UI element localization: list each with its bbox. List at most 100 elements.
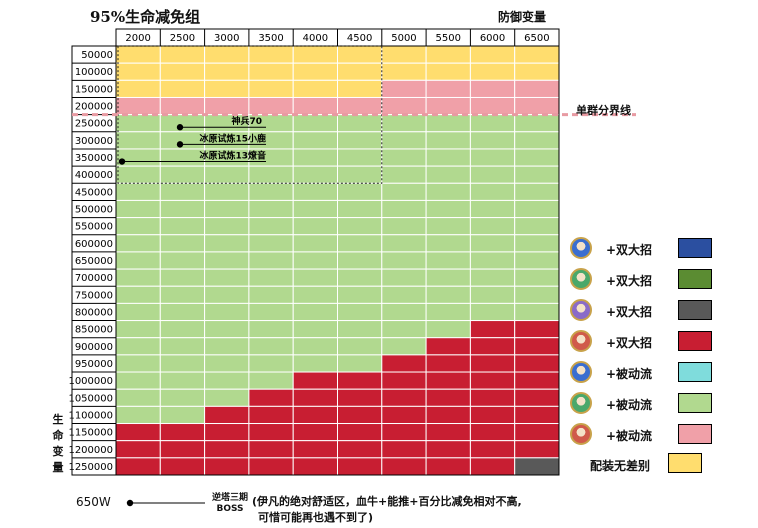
heatmap-cell — [514, 457, 560, 476]
heatmap-cell — [248, 388, 294, 407]
heatmap-cell — [204, 285, 250, 304]
heatmap-cell — [381, 114, 427, 133]
heatmap-cell — [292, 217, 339, 236]
legend-swatch — [678, 238, 712, 258]
heatmap-cell — [292, 405, 339, 425]
heatmap-cell — [469, 302, 516, 322]
heatmap-cell — [204, 217, 250, 236]
heatmap-cell — [159, 440, 206, 459]
heatmap-cell — [381, 45, 427, 64]
heatmap-cell — [514, 423, 560, 442]
heatmap-cell — [292, 440, 339, 459]
heatmap-cell — [514, 371, 560, 390]
heatmap-cell — [204, 182, 250, 201]
x-tick-label: 4500 — [347, 33, 372, 44]
heatmap-cell — [514, 440, 560, 459]
heatmap-cell — [469, 182, 516, 201]
legend-label: +被动流 — [606, 367, 653, 381]
heatmap-cell — [204, 457, 250, 476]
heatmap-cell — [115, 165, 161, 184]
heatmap-cell — [159, 62, 206, 81]
heatmap-cell — [381, 337, 427, 356]
y-tick-label: 850000 — [75, 325, 113, 336]
heatmap-cell — [514, 148, 560, 167]
heatmap-cell — [292, 131, 339, 150]
annotation-dot — [118, 158, 126, 165]
heatmap-cell — [159, 79, 206, 98]
y-tick-label: 1150000 — [68, 428, 113, 439]
heatmap-cell — [115, 79, 161, 98]
heatmap-cell — [204, 302, 250, 322]
heatmap-cell — [381, 354, 427, 373]
heatmap-cell — [381, 423, 427, 442]
annotation-dot — [176, 141, 184, 148]
heatmap-cell — [381, 182, 427, 201]
legend-item: +被动流 — [570, 391, 712, 417]
heatmap-cell — [425, 165, 471, 184]
heatmap-cell — [514, 217, 560, 236]
footnote-label: 逆塔三期 BOSS — [200, 493, 260, 515]
heatmap-cell — [514, 45, 560, 64]
heatmap-cell — [292, 457, 339, 476]
heatmap-cell — [159, 182, 206, 201]
heatmap-cell — [469, 457, 516, 476]
heatmap-cell — [514, 354, 560, 373]
y-tick-label: 750000 — [75, 290, 113, 301]
annotation-label: 冰原试炼15小鹿 — [199, 132, 266, 144]
heatmap-cell — [469, 148, 516, 167]
y-tick-label: 650000 — [75, 256, 113, 267]
heatmap-cell — [204, 96, 250, 116]
y-tick-label: 1050000 — [68, 393, 113, 404]
y-tick-label: 900000 — [75, 342, 113, 353]
heatmap-cell — [514, 131, 560, 150]
heatmap-cell — [381, 79, 427, 98]
heatmap-cell — [514, 182, 560, 201]
heatmap-cell — [425, 114, 471, 133]
heatmap-cell — [381, 217, 427, 236]
heatmap-cell — [425, 457, 471, 476]
heatmap-cell — [425, 440, 471, 459]
heatmap-cell — [115, 423, 161, 442]
y-tick-label: 500000 — [75, 205, 113, 216]
heatmap-cell — [425, 371, 471, 390]
heatmap-cell — [381, 251, 427, 270]
legend-swatch — [678, 300, 712, 320]
heatmap-cell — [159, 217, 206, 236]
heatmap-cell — [204, 423, 250, 442]
heatmap-cell — [337, 320, 383, 339]
heatmap-cell — [337, 251, 383, 270]
heatmap-cell — [469, 388, 516, 407]
heatmap-cell — [469, 440, 516, 459]
heatmap-cell — [514, 302, 560, 322]
footnote-description: (伊凡的绝对舒适区，血牛+能推+百分比减免相对不高, — [252, 495, 522, 508]
heatmap-cell — [337, 148, 383, 167]
heatmap-cell — [115, 251, 161, 270]
x-tick-label: 6000 — [480, 33, 505, 44]
heatmap-cell — [469, 268, 516, 287]
heatmap-cell — [381, 148, 427, 167]
footnote-label-line: BOSS — [216, 504, 244, 514]
heatmap-cell — [115, 371, 161, 390]
heatmap-cell — [425, 268, 471, 287]
y-axis-title: 生命变量 — [50, 412, 66, 476]
heatmap-cell — [248, 182, 294, 201]
heatmap-cell — [425, 96, 471, 116]
legend-label: +被动流 — [606, 429, 653, 443]
heatmap-cell — [425, 182, 471, 201]
heatmap-cell — [381, 440, 427, 459]
x-tick-label: 3000 — [214, 33, 239, 44]
heatmap-cell — [381, 405, 427, 425]
heatmap-cell — [248, 302, 294, 322]
heatmap-cell — [381, 165, 427, 184]
heatmap-cell — [381, 131, 427, 150]
heatmap-cell — [292, 371, 339, 390]
heatmap-cell — [115, 405, 161, 425]
heatmap-cell — [469, 320, 516, 339]
heatmap-cell — [381, 388, 427, 407]
character-portrait-icon — [570, 237, 592, 259]
heatmap-cell — [514, 320, 560, 339]
heatmap-cell — [381, 285, 427, 304]
legend-swatch — [678, 269, 712, 289]
heatmap-cell — [248, 268, 294, 287]
